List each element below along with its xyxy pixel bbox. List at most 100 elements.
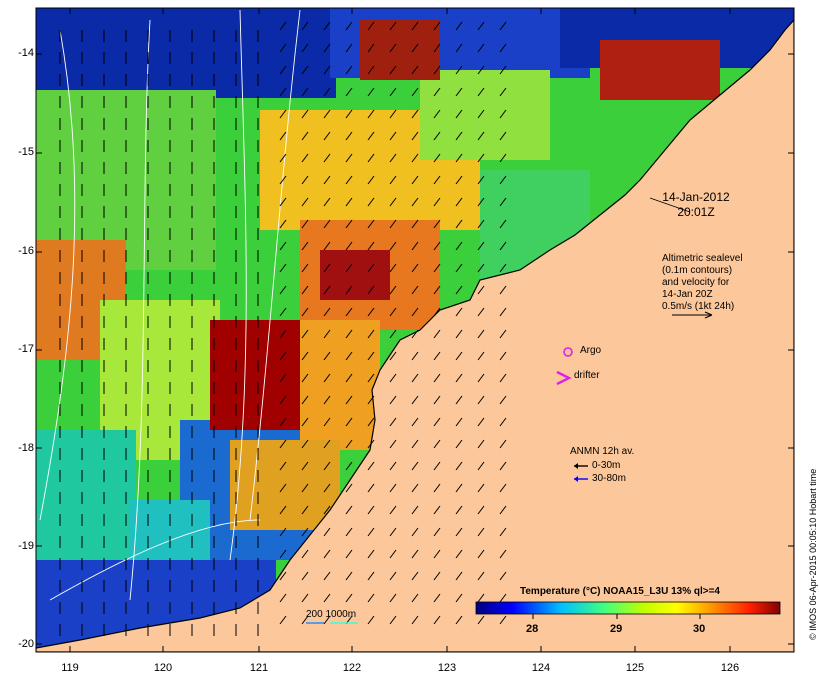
velocity-arrow	[323, 43, 331, 53]
velocity-arrow	[455, 43, 463, 53]
velocity-arrow	[367, 285, 375, 295]
velocity-arrow	[477, 373, 485, 383]
velocity-arrow	[323, 329, 331, 339]
velocity-arrow	[323, 109, 331, 119]
altimetry-line-1: Altimetric sealevel	[662, 253, 743, 264]
velocity-arrow	[279, 505, 287, 515]
velocity-arrow	[389, 87, 397, 97]
y-tick-label: -18	[18, 442, 34, 454]
credit-text: © IMOS 06-Apr-2015 00:05:10 Hobart time	[808, 468, 818, 640]
velocity-arrow	[477, 615, 485, 625]
argo-label: Argo	[580, 345, 602, 356]
velocity-arrow	[367, 329, 375, 339]
velocity-arrow	[499, 483, 507, 493]
velocity-arrow	[455, 285, 463, 295]
velocity-arrow	[323, 307, 331, 317]
anmn-deep-label: 30-80m	[592, 473, 626, 484]
velocity-arrow	[455, 483, 463, 493]
velocity-arrow	[455, 175, 463, 185]
velocity-arrow	[455, 21, 463, 31]
velocity-arrow	[367, 109, 375, 119]
velocity-arrow	[323, 549, 331, 559]
velocity-arrow	[477, 483, 485, 493]
velocity-arrow	[499, 21, 507, 31]
land-mass	[36, 8, 794, 652]
velocity-arrow	[499, 329, 507, 339]
velocity-arrow	[323, 593, 331, 603]
velocity-arrow	[455, 461, 463, 471]
velocity-arrow	[389, 571, 397, 581]
velocity-arrow	[477, 219, 485, 229]
drifter-marker-icon	[556, 370, 572, 386]
velocity-arrow	[323, 197, 331, 207]
velocity-arrow	[279, 593, 287, 603]
velocity-arrow	[301, 505, 309, 515]
x-tick-label: 124	[531, 662, 551, 674]
velocity-arrow	[499, 417, 507, 427]
velocity-arrow	[389, 505, 397, 515]
velocity-arrow	[367, 461, 375, 471]
velocity-arrow	[323, 219, 331, 229]
velocity-arrow	[279, 395, 287, 405]
velocity-arrow	[301, 351, 309, 361]
velocity-arrow	[411, 439, 419, 449]
velocity-arrow	[455, 593, 463, 603]
velocity-arrow	[499, 65, 507, 75]
velocity-arrow	[389, 175, 397, 185]
velocity-arrow	[389, 241, 397, 251]
velocity-arrow	[279, 417, 287, 427]
velocity-arrow	[367, 395, 375, 405]
velocity-arrow	[411, 395, 419, 405]
velocity-arrow	[323, 373, 331, 383]
velocity-arrow	[411, 615, 419, 625]
velocity-arrow	[323, 351, 331, 361]
velocity-arrow	[389, 21, 397, 31]
velocity-arrow	[345, 439, 353, 449]
velocity-arrow	[433, 307, 441, 317]
velocity-arrow	[455, 219, 463, 229]
velocity-arrow	[389, 527, 397, 537]
velocity-arrow	[323, 241, 331, 251]
velocity-arrow	[345, 131, 353, 141]
velocity-arrow	[433, 175, 441, 185]
velocity-scale-arrow-icon	[672, 311, 713, 319]
velocity-arrow	[367, 417, 375, 427]
velocity-arrow	[345, 263, 353, 273]
velocity-arrow	[455, 329, 463, 339]
velocity-arrow	[499, 527, 507, 537]
velocity-arrow	[433, 263, 441, 273]
velocity-arrow	[455, 241, 463, 251]
velocity-arrow	[499, 461, 507, 471]
velocity-arrow	[301, 43, 309, 53]
velocity-arrow	[455, 417, 463, 427]
velocity-arrow	[345, 593, 353, 603]
velocity-arrow	[433, 285, 441, 295]
velocity-arrow	[411, 153, 419, 163]
velocity-arrow	[367, 571, 375, 581]
x-tick-label: 119	[61, 662, 79, 674]
altimetry-line-5: 0.5m/s (1kt 24h)	[662, 301, 735, 312]
velocity-arrow	[389, 417, 397, 427]
velocity-arrow	[433, 593, 441, 603]
velocity-arrow	[433, 329, 441, 339]
velocity-arrow	[433, 505, 441, 515]
velocity-arrow	[433, 351, 441, 361]
sst-field	[36, 8, 794, 652]
velocity-arrow	[499, 241, 507, 251]
velocity-arrow	[433, 109, 441, 119]
velocity-arrow	[279, 21, 287, 31]
date-leader-line	[649, 197, 691, 213]
velocity-arrow	[345, 241, 353, 251]
velocity-arrow	[323, 175, 331, 185]
velocity-arrow	[367, 527, 375, 537]
velocity-arrow	[455, 395, 463, 405]
velocity-arrow	[301, 241, 309, 251]
velocity-arrow	[411, 351, 419, 361]
x-tick-label: 122	[342, 662, 362, 674]
velocity-arrow	[389, 197, 397, 207]
velocity-arrow	[411, 109, 419, 119]
velocity-arrow	[411, 307, 419, 317]
velocity-arrow	[345, 153, 353, 163]
velocity-arrow	[455, 197, 463, 207]
velocity-arrow	[345, 175, 353, 185]
